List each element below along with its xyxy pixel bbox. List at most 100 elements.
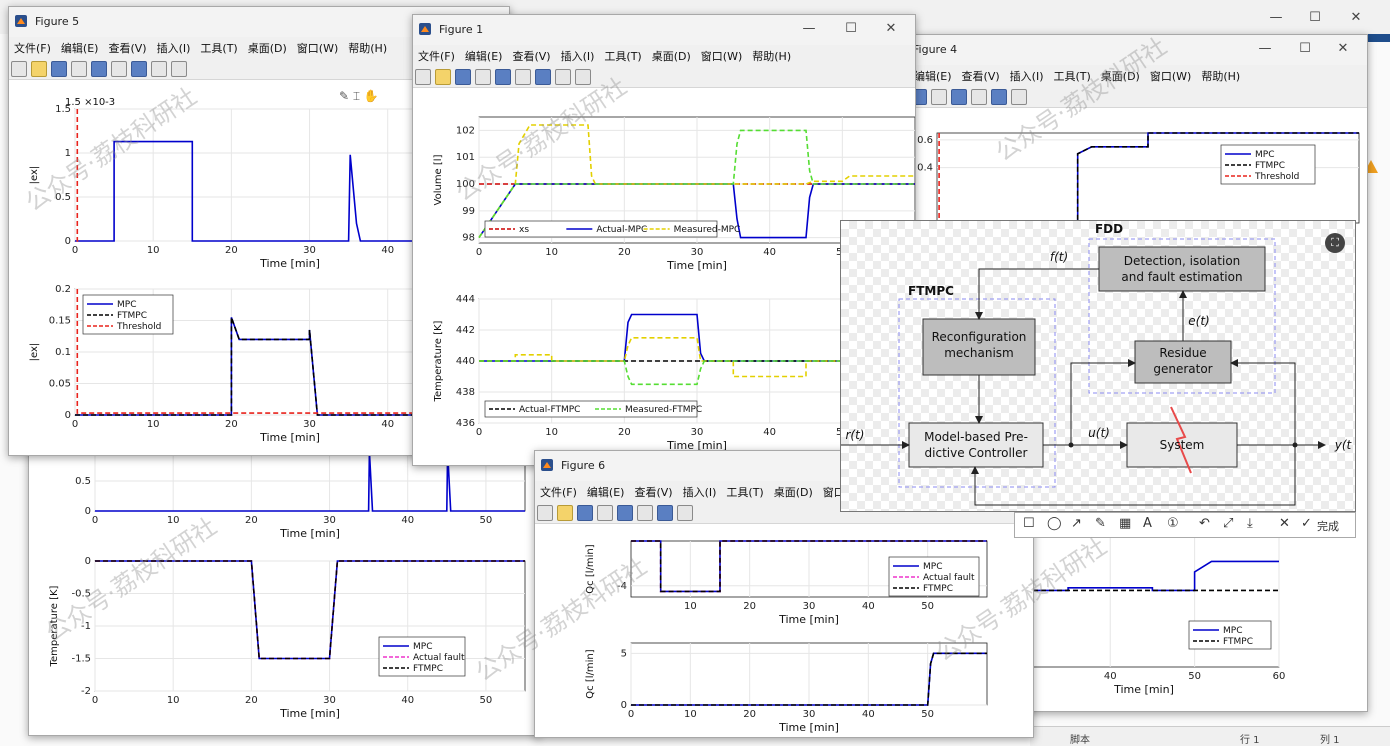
- legend-icon[interactable]: [535, 69, 551, 85]
- fig1-minimize-button[interactable]: —: [802, 21, 816, 36]
- menu-item-6[interactable]: 窗口(W): [296, 42, 339, 55]
- open-file-icon[interactable]: [435, 69, 451, 85]
- menu-item-4[interactable]: 工具(T): [200, 42, 238, 55]
- menu-item-0[interactable]: 编辑(E): [914, 70, 952, 83]
- pan-icon[interactable]: ✋: [363, 89, 379, 103]
- brush-icon[interactable]: ✎: [339, 89, 350, 103]
- property-editor-icon[interactable]: [575, 69, 591, 85]
- ellipse-tool-icon[interactable]: ◯: [1047, 516, 1062, 531]
- series-line-measured-ftmpc: [478, 129, 915, 239]
- cancel-icon[interactable]: ✕: [1279, 516, 1290, 531]
- menu-item-0[interactable]: 文件(F): [14, 42, 51, 55]
- menu-item-1[interactable]: 查看(V): [961, 70, 1000, 83]
- menu-item-4[interactable]: 工具(T): [726, 486, 764, 499]
- menu-item-4[interactable]: 工具(T): [604, 50, 642, 63]
- cursor-icon[interactable]: [1011, 89, 1027, 105]
- pen-tool-icon[interactable]: ✎: [1095, 516, 1106, 531]
- colorbar-icon[interactable]: [637, 505, 653, 521]
- menu-item-4[interactable]: 桌面(D): [1100, 70, 1140, 83]
- menu-item-3[interactable]: 工具(T): [1053, 70, 1091, 83]
- menu-item-2[interactable]: 查看(V): [512, 50, 551, 63]
- new-figure-icon[interactable]: [537, 505, 553, 521]
- menu-item-3[interactable]: 插入(I): [560, 50, 595, 63]
- link-icon[interactable]: [951, 89, 967, 105]
- menu-item-1[interactable]: 编辑(E): [586, 486, 625, 499]
- print-icon[interactable]: [597, 505, 613, 521]
- legend-label: Threshold: [116, 322, 161, 332]
- main-close-button[interactable]: ✕: [1350, 10, 1362, 25]
- property-editor-icon[interactable]: [171, 61, 187, 77]
- fig4-minimize-button[interactable]: —: [1258, 41, 1272, 56]
- main-maximize-button[interactable]: ☐: [1309, 10, 1321, 25]
- new-figure-icon[interactable]: [11, 61, 27, 77]
- menu-item-5[interactable]: 桌面(D): [773, 486, 813, 499]
- menu-item-6[interactable]: 窗口(W): [700, 50, 743, 63]
- menu-item-2[interactable]: 插入(I): [1009, 70, 1044, 83]
- menu-item-2[interactable]: 查看(V): [634, 486, 673, 499]
- legend-icon[interactable]: [991, 89, 1007, 105]
- datatip-icon[interactable]: ⌶: [352, 89, 361, 103]
- cursor-icon[interactable]: [151, 61, 167, 77]
- menu-item-7[interactable]: 帮助(H): [348, 42, 388, 55]
- print-preview-icon[interactable]: [931, 89, 947, 105]
- mosaic-tool-icon[interactable]: ▦: [1119, 516, 1132, 531]
- x-axis-label: Time [min]: [259, 257, 320, 270]
- expand-icon[interactable]: ⤢: [1223, 516, 1234, 531]
- menu-item-2[interactable]: 查看(V): [108, 42, 147, 55]
- fig1-maximize-button[interactable]: ☐: [845, 21, 857, 36]
- save-icon[interactable]: [577, 505, 593, 521]
- colorbar-icon[interactable]: [111, 61, 127, 77]
- figure-1-titlebar: Figure 1 — ☐ ✕: [413, 15, 915, 45]
- undo-icon[interactable]: ↶: [1199, 516, 1210, 531]
- text-tool-icon[interactable]: A: [1143, 516, 1152, 531]
- open-file-icon[interactable]: [31, 61, 47, 77]
- overlay-expand-icon[interactable]: ⛶: [1325, 233, 1345, 253]
- main-minimize-button[interactable]: —: [1269, 10, 1283, 25]
- link-icon[interactable]: [91, 61, 107, 77]
- menu-item-1[interactable]: 编辑(E): [60, 42, 99, 55]
- confirm-icon[interactable]: ✓: [1301, 516, 1312, 531]
- fig1-close-button[interactable]: ✕: [885, 21, 897, 36]
- legend-label: MPC: [1255, 150, 1274, 160]
- print-icon[interactable]: [71, 61, 87, 77]
- axis-multiplier: 1.5 ×10-3: [65, 97, 115, 108]
- colorbar-icon[interactable]: [971, 89, 987, 105]
- legend-icon[interactable]: [131, 61, 147, 77]
- menu-item-6[interactable]: 帮助(H): [1201, 70, 1241, 83]
- menu-item-0[interactable]: 文件(F): [540, 486, 577, 499]
- fig4-close-button[interactable]: ✕: [1337, 41, 1349, 56]
- menu-item-3[interactable]: 插入(I): [682, 486, 717, 499]
- y-tick-label: 0: [65, 410, 71, 421]
- x-tick-label: 30: [303, 419, 316, 430]
- new-figure-icon[interactable]: [415, 69, 431, 85]
- menu-item-1[interactable]: 编辑(E): [464, 50, 503, 63]
- save-icon[interactable]: [455, 69, 471, 85]
- menu-item-5[interactable]: 窗口(W): [1149, 70, 1192, 83]
- rectangle-tool-icon[interactable]: ☐: [1023, 516, 1035, 531]
- download-icon[interactable]: ⤓: [1247, 516, 1253, 531]
- link-icon[interactable]: [495, 69, 511, 85]
- menu-item-0[interactable]: 文件(F): [418, 50, 455, 63]
- print-icon[interactable]: [475, 69, 491, 85]
- save-icon[interactable]: [51, 61, 67, 77]
- menu-item-7[interactable]: 帮助(H): [752, 50, 792, 63]
- colorbar-icon[interactable]: [515, 69, 531, 85]
- number-tool-icon[interactable]: ①: [1167, 516, 1179, 531]
- x-tick-label: 10: [684, 601, 697, 612]
- legend-icon[interactable]: [657, 505, 673, 521]
- ftmpc-region: [898, 298, 1056, 488]
- done-button[interactable]: 完成: [1317, 520, 1339, 533]
- cursor-icon[interactable]: [677, 505, 693, 521]
- menu-item-3[interactable]: 插入(I): [156, 42, 191, 55]
- menu-item-5[interactable]: 桌面(D): [247, 42, 287, 55]
- menu-item-6[interactable]: 窗口: [822, 486, 845, 499]
- link-icon[interactable]: [617, 505, 633, 521]
- menu-item-5[interactable]: 桌面(D): [651, 50, 691, 63]
- open-file-icon[interactable]: [557, 505, 573, 521]
- fig4-maximize-button[interactable]: ☐: [1299, 41, 1311, 56]
- controller-label-2: dictive Controller: [925, 446, 1028, 460]
- cursor-icon[interactable]: [555, 69, 571, 85]
- arrow-tool-icon[interactable]: ↗: [1071, 516, 1082, 531]
- series-line-ftmpc: [95, 560, 525, 660]
- figure-1-toolbar: [413, 65, 915, 88]
